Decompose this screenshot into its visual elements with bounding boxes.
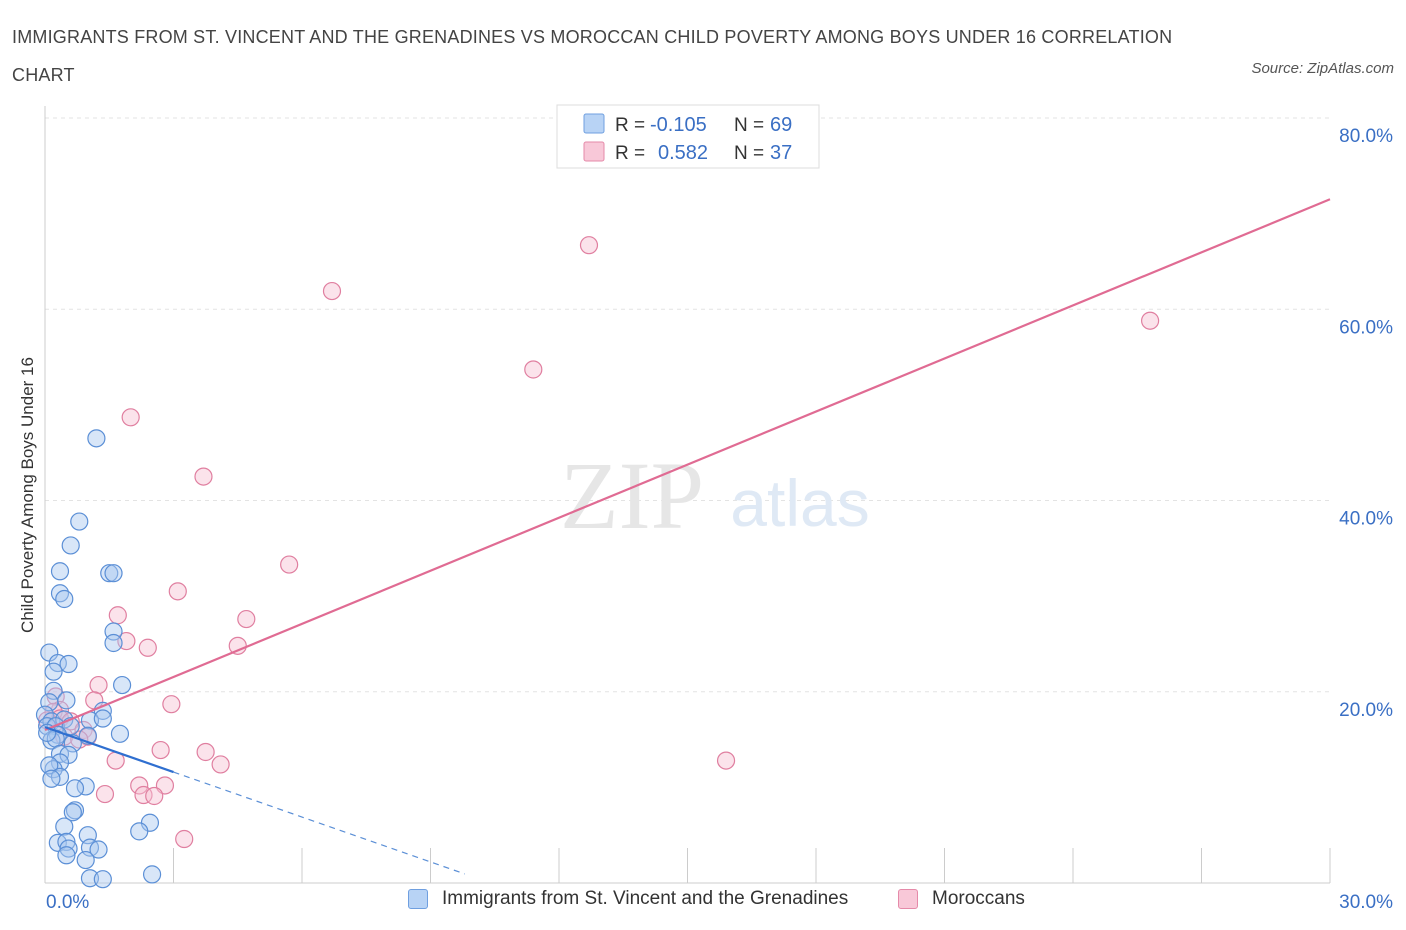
point-moroccans — [121, 408, 140, 427]
point-moroccans — [211, 755, 230, 774]
point-moroccans — [162, 695, 181, 714]
point-immigrants — [57, 691, 76, 710]
point-immigrants — [44, 681, 63, 700]
point-immigrants — [55, 589, 74, 609]
legend-swatch-moroccans — [898, 889, 918, 909]
point-immigrants — [50, 562, 70, 581]
trend-line-immigrants — [44, 726, 174, 774]
legend-item-immigrants: Immigrants from St. Vincent and the Gren… — [408, 888, 848, 910]
point-moroccans — [196, 742, 215, 762]
watermark-zip: ZIP — [560, 442, 704, 549]
point-immigrants — [100, 564, 119, 583]
y-tick-label: 80.0% — [1339, 126, 1393, 147]
legend-r-label-1: R = — [615, 115, 645, 136]
point-moroccans — [1140, 311, 1160, 330]
legend-label-moroccans: Moroccans — [932, 888, 1025, 909]
point-immigrants — [44, 662, 63, 681]
point-immigrants — [59, 839, 78, 858]
y-tick-label: 20.0% — [1339, 700, 1393, 721]
point-moroccans — [95, 784, 115, 804]
legend-r-value-1: -0.105 — [650, 114, 707, 136]
point-immigrants — [57, 846, 76, 865]
watermark-atlas: atlas — [730, 466, 869, 540]
point-moroccans — [138, 638, 157, 657]
point-immigrants — [55, 817, 74, 836]
point-moroccans — [89, 675, 108, 695]
watermark: ZIP atlas — [560, 442, 870, 549]
legend-bottom: Immigrants from St. Vincent and the Gren… — [0, 888, 1406, 916]
point-moroccans — [151, 740, 170, 760]
point-immigrants — [61, 536, 80, 555]
point-moroccans — [322, 281, 342, 301]
point-immigrants — [65, 779, 85, 798]
point-moroccans — [168, 582, 187, 601]
point-immigrants — [104, 633, 123, 653]
legend-n-value-1: 69 — [770, 114, 792, 136]
legend-n-value-2: 37 — [770, 142, 792, 164]
point-immigrants — [93, 870, 112, 889]
point-moroccans — [130, 776, 149, 795]
point-immigrants — [40, 756, 59, 775]
point-moroccans — [194, 467, 213, 486]
trend-line-moroccans — [44, 198, 1331, 732]
gridlines — [45, 117, 1330, 693]
point-immigrants — [112, 675, 132, 695]
legend-swatch-immigrants — [408, 889, 428, 909]
point-immigrants — [110, 724, 130, 743]
chart-title: IMMIGRANTS FROM ST. VINCENT AND THE GREN… — [12, 27, 1173, 85]
point-immigrants — [70, 512, 89, 531]
legend-swatch-pink — [583, 141, 605, 162]
point-moroccans — [280, 555, 299, 574]
legend-label-immigrants: Immigrants from St. Vincent and the Gren… — [442, 888, 849, 909]
point-moroccans — [108, 606, 127, 625]
x-tick-label: 30.0% — [1339, 892, 1393, 913]
x-tick-label: 0.0% — [46, 892, 89, 913]
data-points — [35, 236, 1160, 889]
legend-swatch-blue — [583, 113, 605, 134]
point-moroccans — [524, 360, 543, 379]
legend-r-label-2: R = — [615, 143, 645, 164]
trend-lines — [44, 198, 1331, 875]
legend-n-label-1: N = — [734, 115, 764, 136]
legend-item-moroccans: Moroccans — [898, 888, 1025, 910]
point-immigrants — [50, 753, 70, 772]
point-immigrants — [89, 840, 108, 859]
trend-line-immigrants-extension — [173, 771, 465, 875]
legend-n-label-2: N = — [734, 143, 764, 164]
legend-r-value-2: 0.582 — [658, 142, 708, 164]
point-immigrants — [130, 822, 149, 841]
axes — [44, 106, 1331, 884]
point-immigrants — [80, 869, 100, 888]
point-immigrants — [57, 832, 76, 851]
y-tick-label: 40.0% — [1339, 509, 1393, 530]
tick-labels: 20.0% 40.0% 60.0% 80.0% 0.0% 30.0% — [46, 126, 1393, 913]
point-immigrants — [42, 769, 61, 788]
point-moroccans — [145, 786, 164, 806]
source-label: Source: ZipAtlas.com — [1251, 60, 1394, 77]
point-immigrants — [142, 865, 162, 884]
point-moroccans — [175, 829, 194, 849]
point-immigrants — [87, 429, 106, 448]
point-moroccans — [579, 236, 599, 255]
point-immigrants — [59, 654, 78, 674]
legend-top: R = -0.105 N = 69 R = 0.582 N = 37 — [556, 104, 820, 169]
point-moroccans — [716, 751, 736, 770]
y-tick-label: 60.0% — [1339, 317, 1393, 338]
point-immigrants — [63, 803, 82, 822]
point-immigrants — [104, 564, 123, 583]
point-immigrants — [93, 701, 112, 720]
point-immigrants — [35, 705, 55, 724]
point-moroccans — [237, 609, 256, 629]
point-immigrants — [76, 850, 95, 870]
point-immigrants — [93, 709, 112, 728]
